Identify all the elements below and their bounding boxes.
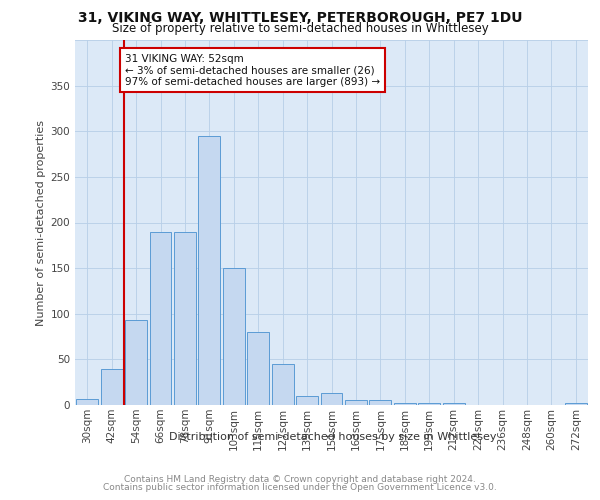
Bar (149, 232, 172, 405)
Bar (199, 136, 220, 405)
Bar (125, 320, 147, 405)
Text: 31 VIKING WAY: 52sqm
← 3% of semi-detached houses are smaller (26)
97% of semi-d: 31 VIKING WAY: 52sqm ← 3% of semi-detach… (125, 54, 380, 87)
Bar (320, 393, 343, 405)
Bar (223, 268, 245, 405)
Bar (418, 403, 440, 405)
Bar (76, 398, 98, 405)
Text: Distribution of semi-detached houses by size in Whittlesey: Distribution of semi-detached houses by … (169, 432, 497, 442)
Text: Size of property relative to semi-detached houses in Whittlesey: Size of property relative to semi-detach… (112, 22, 488, 35)
Bar (174, 232, 196, 405)
Text: Contains public sector information licensed under the Open Government Licence v3: Contains public sector information licen… (103, 483, 497, 492)
Bar (565, 403, 587, 405)
Text: Contains HM Land Registry data © Crown copyright and database right 2024.: Contains HM Land Registry data © Crown c… (124, 475, 476, 484)
Y-axis label: Number of semi-detached properties: Number of semi-detached properties (36, 120, 46, 326)
Bar (272, 364, 293, 405)
Bar (296, 396, 318, 405)
Bar (394, 403, 416, 405)
Text: 31, VIKING WAY, WHITTLESEY, PETERBOROUGH, PE7 1DU: 31, VIKING WAY, WHITTLESEY, PETERBOROUGH… (78, 11, 522, 25)
Bar (101, 368, 122, 405)
Bar (443, 403, 464, 405)
Bar (370, 400, 391, 405)
Bar (345, 400, 367, 405)
Bar (247, 332, 269, 405)
